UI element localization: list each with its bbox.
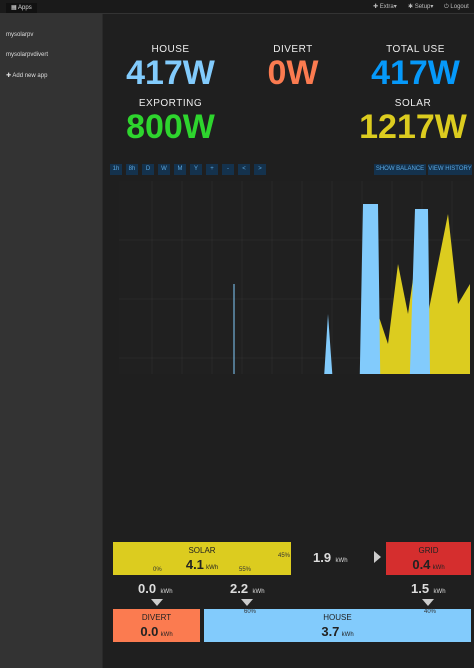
- solar-pct-left: 0%: [153, 567, 162, 573]
- logout-label: Logout: [450, 4, 469, 10]
- range-button[interactable]: >: [254, 164, 266, 175]
- add-new-app-label: Add new app: [12, 73, 48, 79]
- logout-icon: ⏻: [444, 4, 451, 10]
- apps-label: Apps: [18, 5, 32, 11]
- exporting-stat: EXPORTING 800W: [113, 98, 228, 145]
- divert-balance-label: DIVERT: [141, 613, 172, 622]
- grid-balance-box: GRID 0.4 kWh: [386, 542, 471, 575]
- house-balance-box: HOUSE 3.7 kWh 60% 40%: [204, 609, 471, 642]
- house-balance-label: HOUSE: [323, 613, 352, 622]
- divert-balance-unit: kWh: [160, 632, 173, 638]
- logout-link[interactable]: ⏻ Logout: [444, 3, 469, 11]
- range-button[interactable]: M: [174, 164, 186, 175]
- exporting-label: EXPORTING: [138, 98, 203, 109]
- view-history-button[interactable]: VIEW HISTORY: [428, 164, 472, 175]
- solar-to-grid-unit: kWh: [335, 558, 348, 564]
- solar-to-house-unit: kWh: [252, 589, 265, 595]
- solar-balance-label: SOLAR: [188, 546, 216, 555]
- solar-balance-value: 4.1: [185, 557, 204, 572]
- plus-icon: ✚: [6, 73, 13, 79]
- arrow-down-icon: [241, 599, 253, 606]
- grid-balance-unit: kWh: [432, 565, 445, 571]
- range-button[interactable]: 8h: [126, 164, 138, 175]
- caret-down-icon: ▾: [393, 4, 397, 10]
- solar-value: 1217W: [359, 108, 467, 146]
- divert-balance-value-row: 0.0 kWh: [113, 624, 200, 639]
- house-area: [318, 204, 431, 374]
- range-button[interactable]: W: [158, 164, 170, 175]
- solar-label: SOLAR: [394, 98, 432, 109]
- extra-menu[interactable]: ✚ Extra▾: [373, 3, 397, 11]
- grid-to-house-unit: kWh: [433, 589, 446, 595]
- solar-to-grid-value: 1.9: [313, 550, 332, 565]
- exporting-value: 800W: [126, 108, 215, 146]
- extra-label: Extra: [379, 4, 394, 10]
- arrow-down-icon: [422, 599, 434, 606]
- total-use-stat: TOTAL USE 417W: [358, 44, 473, 91]
- house-value: 417W: [126, 54, 215, 92]
- house-balance-value-row: 3.7 kWh: [204, 624, 471, 639]
- top-navbar: ▦ Apps ✚ Extra▾ ✱ Setup▾ ⏻ Logout: [0, 0, 474, 14]
- divert-value: 0W: [267, 54, 319, 92]
- range-button[interactable]: +: [206, 164, 218, 175]
- solar-to-divert-value: 0.0: [138, 581, 157, 596]
- solar-pct-mid: 55%: [239, 567, 252, 573]
- grid-to-house-pct: 40%: [424, 609, 437, 615]
- sidebar-item-mysolarpvdivert[interactable]: mysolarpvdivert: [6, 52, 49, 58]
- range-button[interactable]: <: [238, 164, 250, 175]
- setup-label: Setup: [414, 4, 431, 10]
- solar-to-divert-flow: 0.0 kWh: [138, 580, 173, 598]
- divert-balance-value: 0.0: [140, 624, 159, 639]
- caret-down-icon: ▾: [430, 4, 434, 10]
- house-stat: HOUSE 417W: [113, 44, 228, 91]
- grid-to-house-flow: 1.5 kWh: [411, 580, 446, 598]
- sidebar: mysolarpv mysolarpvdivert ✚ Add new app: [0, 14, 103, 668]
- solar-balance-box: SOLAR 4.1 kWh 0% 55% 45%: [113, 542, 291, 575]
- solar-pct-right: 45%: [278, 553, 291, 559]
- solar-to-house-pct: 60%: [244, 609, 257, 615]
- grid-balance-value-row: 0.4 kWh: [386, 557, 471, 572]
- total-use-value: 417W: [371, 54, 460, 92]
- divert-label: DIVERT: [273, 44, 313, 55]
- solar-stat: SOLAR 1217W: [353, 98, 473, 145]
- solar-to-grid-flow: 1.9 kWh: [313, 549, 348, 567]
- apps-menu[interactable]: ▦ Apps: [6, 3, 37, 13]
- grid-to-house-value: 1.5: [411, 581, 430, 596]
- range-button[interactable]: 1h: [110, 164, 122, 175]
- grid-balance-value: 0.4: [412, 557, 431, 572]
- divert-stat: DIVERT 0W: [243, 44, 343, 91]
- main-content: HOUSE 417W DIVERT 0W TOTAL USE 417W EXPO…: [103, 14, 474, 668]
- extra-icon: ✚: [373, 4, 380, 10]
- apps-icon: ▦: [11, 5, 19, 11]
- solar-balance-unit: kWh: [206, 565, 219, 571]
- show-balance-button[interactable]: SHOW BALANCE: [374, 164, 426, 175]
- power-chart[interactable]: [103, 14, 474, 374]
- divert-balance-box: DIVERT 0.0 kWh: [113, 609, 200, 642]
- grid-balance-label: GRID: [418, 546, 439, 555]
- range-button[interactable]: D: [142, 164, 154, 175]
- sidebar-item-mysolarpv[interactable]: mysolarpv: [6, 32, 34, 38]
- solar-to-house-value: 2.2: [230, 581, 249, 596]
- solar-balance-value-row: 4.1 kWh: [113, 557, 291, 572]
- arrow-down-icon: [151, 599, 163, 606]
- range-button[interactable]: -: [222, 164, 234, 175]
- range-button[interactable]: Y: [190, 164, 202, 175]
- solar-to-house-flow: 2.2 kWh: [230, 580, 265, 598]
- house-balance-value: 3.7: [321, 624, 340, 639]
- wrench-icon: ✱: [408, 4, 415, 10]
- arrow-right-icon: [374, 551, 381, 563]
- house-label: HOUSE: [151, 44, 190, 55]
- add-new-app-link[interactable]: ✚ Add new app: [6, 72, 47, 79]
- solar-to-divert-unit: kWh: [160, 589, 173, 595]
- house-balance-unit: kWh: [341, 632, 354, 638]
- setup-menu[interactable]: ✱ Setup▾: [408, 3, 433, 11]
- total-use-label: TOTAL USE: [386, 44, 445, 55]
